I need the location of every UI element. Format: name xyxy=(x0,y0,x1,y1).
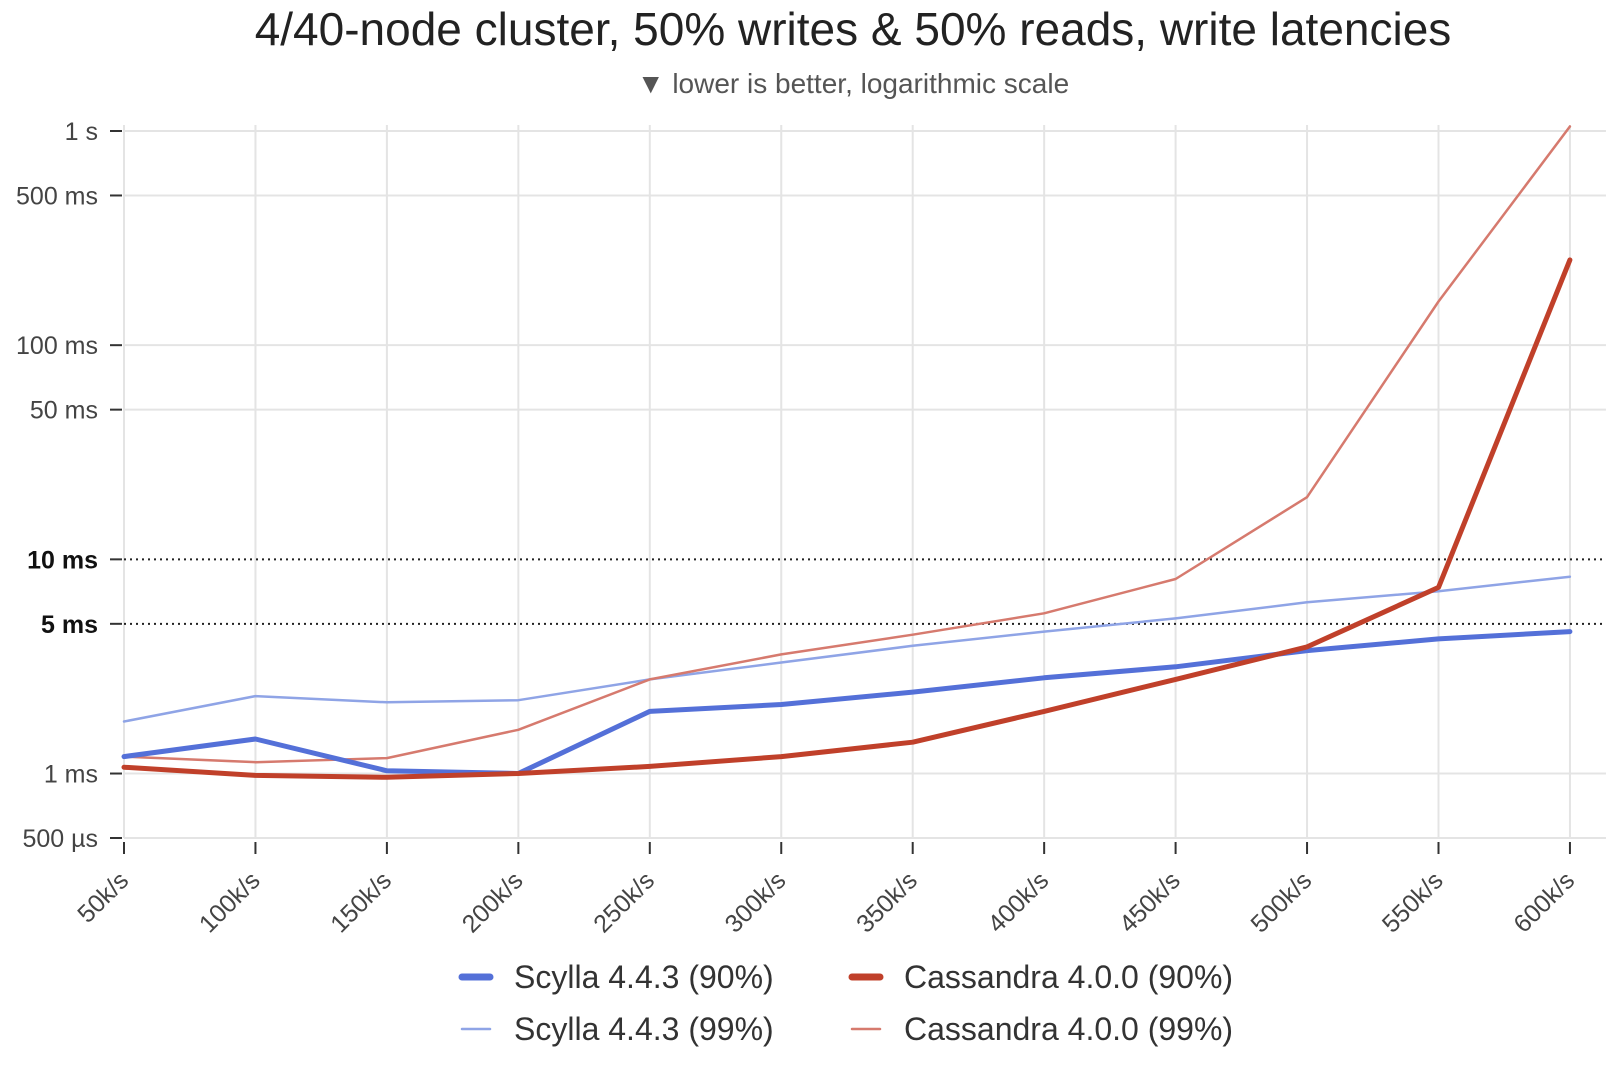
grid xyxy=(123,125,1606,839)
y-tick-label: 100 ms xyxy=(16,332,98,360)
x-tick-label: 500k/s xyxy=(1245,866,1317,938)
x-tick-label: 250k/s xyxy=(588,866,660,938)
chart-subtitle: ▼ lower is better, logarithmic scale xyxy=(637,68,1069,99)
legend: Scylla 4.4.3 (90%) Cassandra 4.0.0 (90%) S… xyxy=(458,959,1233,1047)
x-tick-label: 600k/s xyxy=(1508,866,1580,938)
x-tick-label: 50k/s xyxy=(72,866,134,928)
x-tick-label: 350k/s xyxy=(851,866,923,938)
chart-title: 4/40-node cluster, 50% writes & 50% read… xyxy=(255,3,1452,55)
series-lines xyxy=(121,125,1573,780)
x-tick-label: 400k/s xyxy=(982,866,1054,938)
series-line-scylla-4-4-3-99 xyxy=(122,575,1572,723)
y-tick-label: 1 ms xyxy=(44,761,98,789)
reference-lines xyxy=(124,558,1606,625)
legend-label: Scylla 4.4.3 (99%) xyxy=(514,1011,774,1047)
y-tick-label: 500 ms xyxy=(16,182,98,210)
x-tick-label: 100k/s xyxy=(194,866,266,938)
legend-label: Scylla 4.4.3 (90%) xyxy=(514,959,774,995)
axes: 50k/s 100k/s 150k/s 200k/s 250k/s 300k/s 350k/… xyxy=(16,118,1580,938)
x-tick-label: 150k/s xyxy=(325,866,397,938)
x-tick-label: 450k/s xyxy=(1114,866,1186,938)
series-line-cassandra-4-0-0-90 xyxy=(121,257,1573,780)
x-tick-label: 300k/s xyxy=(720,866,792,938)
legend-label: Cassandra 4.0.0 (90%) xyxy=(904,959,1233,995)
y-tick-label: 1 s xyxy=(65,118,98,146)
x-tick-label: 200k/s xyxy=(457,866,529,938)
y-tick-label: 50 ms xyxy=(30,397,98,425)
y-tick-label: 500 µs xyxy=(22,825,98,853)
y-tick-label: 10 ms xyxy=(27,546,98,574)
y-tick-label: 5 ms xyxy=(41,611,98,639)
series-line-cassandra-4-0-0-99 xyxy=(122,125,1572,764)
legend-label: Cassandra 4.0.0 (99%) xyxy=(904,1011,1233,1047)
series-line-scylla-4-4-3-90 xyxy=(121,629,1573,776)
x-tick-label: 550k/s xyxy=(1377,866,1449,938)
